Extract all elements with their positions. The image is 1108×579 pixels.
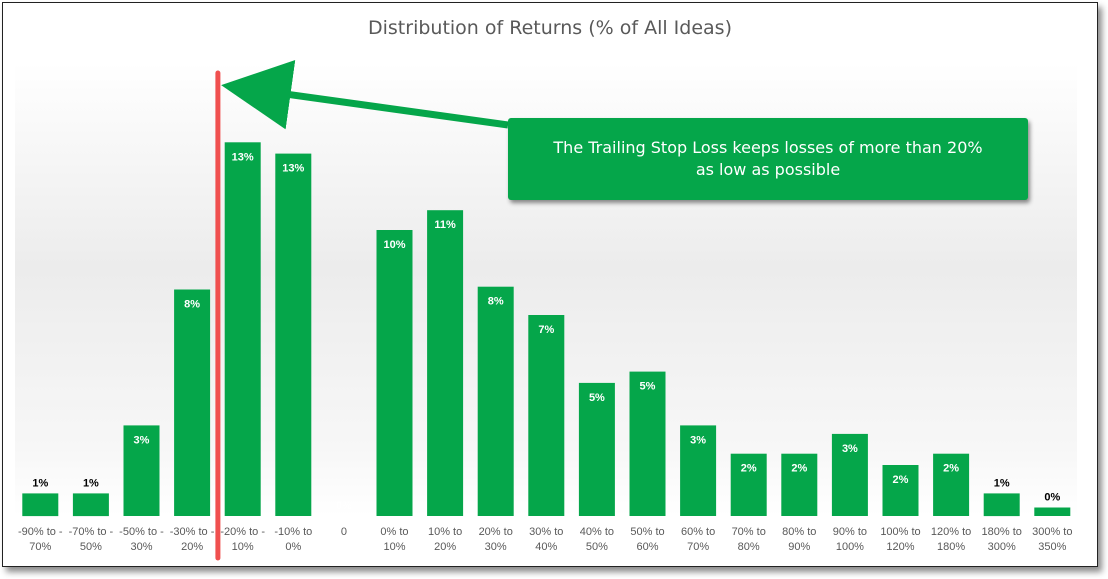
bar-3 (174, 289, 211, 516)
bar-15 (781, 453, 818, 516)
bar-2 (123, 425, 160, 516)
tick-label-20-line-1: 300% to (1032, 526, 1072, 538)
value-label-18: 2% (943, 463, 959, 475)
tick-label-5-line-2: 0% (285, 541, 301, 553)
bar-16 (831, 433, 868, 516)
tick-label-15-line-1: 80% to (782, 526, 816, 538)
callout-box: The Trailing Stop Loss keeps losses of m… (508, 118, 1028, 200)
tick-label-12-line-2: 60% (636, 541, 658, 553)
tick-label-20-line-2: 350% (1038, 541, 1066, 553)
tick-label-0-line-1: -90% to - (18, 526, 63, 538)
value-label-12: 5% (640, 381, 656, 393)
value-label-1: 1% (83, 477, 99, 489)
tick-label-7-line-2: 10% (383, 541, 405, 553)
value-label-2: 3% (134, 434, 150, 446)
tick-label-14-line-2: 80% (738, 541, 760, 553)
tick-label-5-line-1: -10% to (274, 526, 312, 538)
tick-label-16-line-1: 90% to (833, 526, 867, 538)
value-label-19: 1% (994, 477, 1010, 489)
value-label-9: 8% (488, 296, 504, 308)
value-label-3: 8% (184, 299, 200, 311)
value-label-20: 0% (1044, 492, 1060, 504)
tick-label-15-line-2: 90% (788, 541, 810, 553)
tick-label-2-line-2: 30% (130, 541, 152, 553)
chart-frame: Distribution of Returns (% of All Ideas)… (2, 2, 1098, 567)
tick-label-17-line-1: 100% to (880, 526, 920, 538)
callout-text-line-2: as low as possible (695, 160, 841, 179)
bar-4 (224, 142, 261, 517)
tick-label-4-line-1: -20% to - (220, 526, 265, 538)
tick-label-19-line-1: 180% to (982, 526, 1022, 538)
bar-0 (22, 493, 59, 517)
callout-text-line-1: The Trailing Stop Loss keeps losses of m… (553, 138, 983, 158)
value-label-10: 7% (538, 324, 554, 336)
value-label-17: 2% (893, 474, 909, 486)
tick-label-18-line-1: 120% to (931, 526, 971, 538)
value-label-11: 5% (589, 392, 605, 404)
callout-arrow (221, 60, 509, 130)
tick-label-9-line-1: 20% to (479, 526, 513, 538)
chart-plot: 1% 1% 3% 8% 13% 13% 0% 10% 11% 8% 7% 5% 5% 3% 2% 2% 3% 2%… (15, 60, 1077, 561)
value-label-8: 11% (434, 219, 456, 231)
value-label-5: 13% (282, 163, 304, 175)
tick-label-2-line-1: -50% to - (119, 526, 164, 538)
tick-label-13-line-1: 60% to (681, 526, 715, 538)
bar-17 (882, 465, 919, 516)
tick-label-3-line-2: 20% (181, 541, 203, 553)
tick-label-8-line-2: 20% (434, 541, 456, 553)
tick-label-11-line-1: 40% to (580, 526, 614, 538)
chart-title: Distribution of Returns (% of All Ideas) (368, 17, 732, 39)
value-label-7: 10% (383, 239, 405, 251)
tick-label-3-line-1: -30% to - (170, 526, 215, 538)
tick-label-4-line-2: 10% (232, 541, 254, 553)
tick-label-9-line-2: 30% (485, 541, 507, 553)
bar-1 (72, 493, 109, 517)
tick-label-19-line-2: 300% (988, 541, 1016, 553)
bar-10 (528, 315, 565, 516)
bar-5 (275, 153, 312, 516)
value-label-14: 2% (741, 463, 757, 475)
bar-20 (1034, 507, 1071, 516)
bar-12 (629, 371, 666, 516)
value-label-0: 1% (32, 477, 48, 489)
tick-label-8-line-1: 10% to (428, 526, 462, 538)
tick-label-6-line-1: 0 (341, 526, 347, 538)
bar-18 (933, 453, 970, 516)
bar-14 (730, 453, 767, 516)
tick-label-10-line-2: 40% (535, 541, 557, 553)
bar-9 (477, 286, 514, 516)
value-label-13: 3% (690, 434, 706, 446)
tick-label-17-line-2: 120% (886, 541, 914, 553)
bar-7 (376, 230, 413, 516)
tick-label-16-line-2: 100% (836, 541, 864, 553)
tick-label-18-line-2: 180% (937, 541, 965, 553)
tick-label-0-line-2: 70% (29, 541, 51, 553)
value-label-4: 13% (232, 151, 254, 163)
tick-label-11-line-2: 50% (586, 541, 608, 553)
bar-13 (680, 425, 717, 516)
value-label-16: 3% (842, 443, 858, 455)
value-label-15: 2% (791, 463, 807, 475)
value-label-6: 0% (336, 500, 352, 512)
tick-label-13-line-2: 70% (687, 541, 709, 553)
bar-8 (427, 210, 464, 516)
tick-label-1-line-2: 50% (80, 541, 102, 553)
bar-19 (983, 493, 1020, 517)
tick-label-12-line-1: 50% to (630, 526, 664, 538)
bar-11 (578, 382, 615, 516)
tick-label-7-line-1: 0% to (380, 526, 408, 538)
tick-label-1-line-1: -70% to - (69, 526, 114, 538)
tick-label-14-line-1: 70% to (732, 526, 766, 538)
tick-label-10-line-1: 30% to (529, 526, 563, 538)
